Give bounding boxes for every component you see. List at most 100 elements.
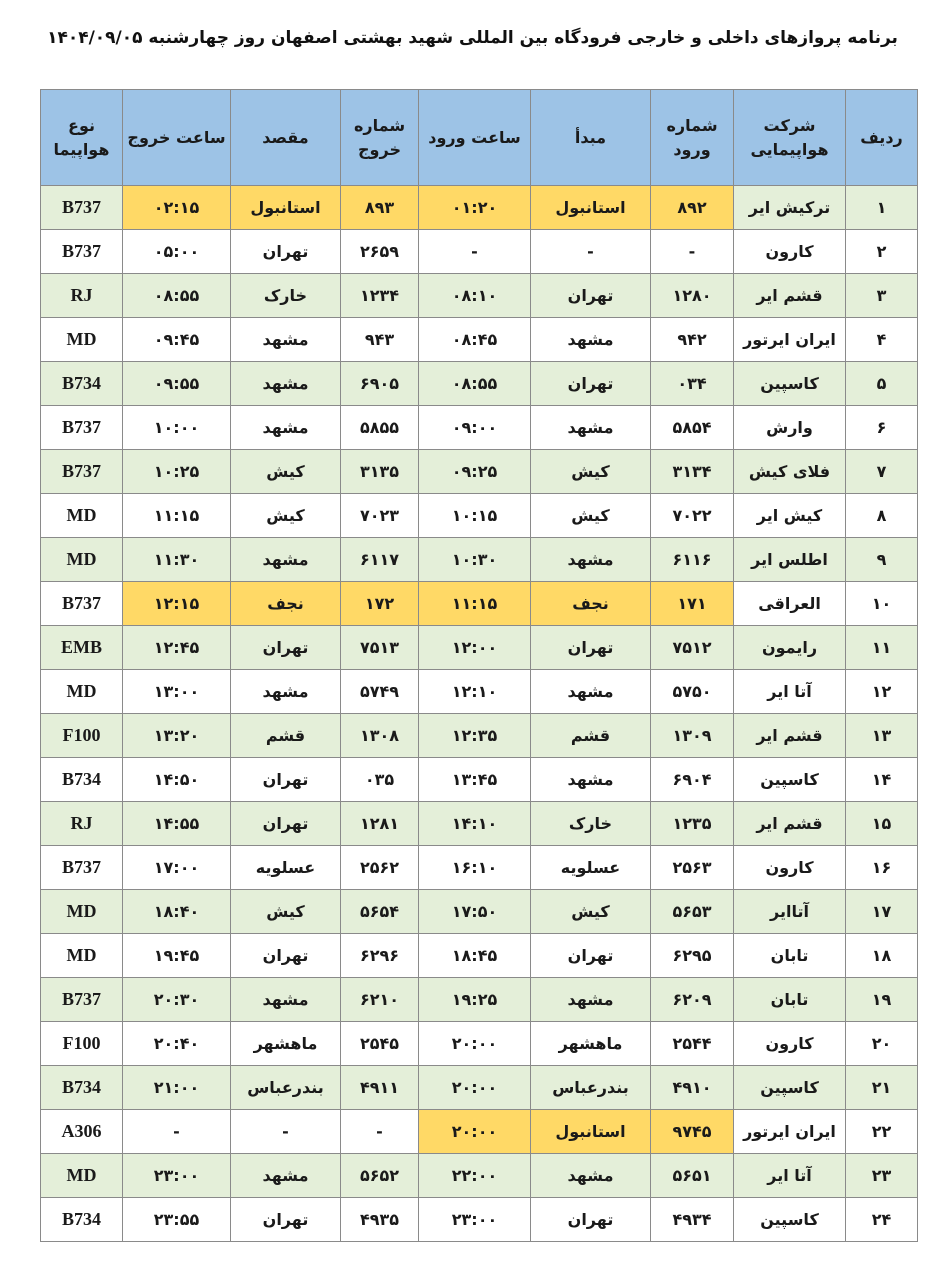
table-cell: ۲۲ [845, 1109, 918, 1154]
column-header: ردیف [845, 89, 918, 186]
table-cell: ۱۰:۳۰ [418, 537, 531, 582]
table-cell: مشهد [230, 361, 341, 406]
table-cell: ماهشهر [530, 1021, 651, 1066]
table-cell: - [122, 1109, 231, 1154]
table-cell: B734 [40, 757, 123, 802]
table-cell: کاسپین [733, 361, 846, 406]
table-cell: ۱۷:۵۰ [418, 889, 531, 934]
table-cell: ۰۸:۴۵ [418, 317, 531, 362]
table-cell: قشم [530, 713, 651, 758]
table-cell: ۱۲ [845, 669, 918, 714]
table-cell: کاسپین [733, 757, 846, 802]
table-cell: ۴۹۳۵ [340, 1197, 419, 1242]
flight-row: ۷ فلای کیش ۳۱۳۴ کیش ۰۹:۲۵ ۳۱۳۵ کیش ۱۰:۲۵ B737 [40, 449, 918, 494]
flight-row: ۲ کارون - - -۲۶۵۹ تهران ۰۵:۰۰ B737 [40, 229, 918, 274]
table-cell: ۱۲۳۴ [340, 273, 419, 318]
table-cell: تهران [230, 229, 341, 274]
table-cell: ۲۵۴۴ [650, 1021, 734, 1066]
table-cell: ایران ایرتور [733, 317, 846, 362]
table-cell: ۷۰۲۲ [650, 493, 734, 538]
table-cell: مشهد [230, 405, 341, 450]
table-cell: - [230, 1109, 341, 1154]
column-header: شماره خروج [340, 89, 419, 186]
table-cell: ۵۷۵۰ [650, 669, 734, 714]
table-cell: تهران [230, 1197, 341, 1242]
flight-row: ۲۲ ایران ایرتور ۹۷۴۵ استانبول ۲۰:۰۰- - - A306 [40, 1109, 918, 1154]
table-cell: تابان [733, 933, 846, 978]
table-cell: ۲ [845, 229, 918, 274]
table-cell: کیش [230, 449, 341, 494]
table-cell: فلای کیش [733, 449, 846, 494]
table-cell: ۲۰:۴۰ [122, 1021, 231, 1066]
table-cell: ۲۱ [845, 1065, 918, 1110]
table-cell: ۷۰۲۳ [340, 493, 419, 538]
table-cell: ۲۰ [845, 1021, 918, 1066]
table-cell: ۰۸:۵۵ [418, 361, 531, 406]
column-header: شماره ورود [650, 89, 734, 186]
table-cell: مشهد [230, 669, 341, 714]
table-cell: ۶۹۰۴ [650, 757, 734, 802]
table-cell: تهران [530, 361, 651, 406]
table-cell: مشهد [230, 977, 341, 1022]
table-cell: آتا ایر [733, 669, 846, 714]
table-cell: ۲۱:۰۰ [122, 1065, 231, 1110]
table-cell: مشهد [530, 1153, 651, 1198]
table-cell: ۲۲:۰۰ [418, 1153, 531, 1198]
flight-row: ۱۴ کاسپین ۶۹۰۴ مشهد ۱۳:۴۵ ۰۳۵ تهران ۱۴:۵۰ B734 [40, 757, 918, 802]
column-header: ساعت ورود [418, 89, 531, 186]
table-cell: ۲۵۴۵ [340, 1021, 419, 1066]
table-cell: ۱ [845, 185, 918, 230]
table-cell: ۱۲:۱۰ [418, 669, 531, 714]
flight-row: ۱۵ قشم ایر ۱۲۳۵ خارک ۱۴:۱۰ ۱۲۸۱ تهران ۱۴:۵۵ RJ [40, 801, 918, 846]
table-cell: ۱۳۰۸ [340, 713, 419, 758]
table-cell: ۱۱:۱۵ [418, 581, 531, 626]
table-cell: ۱۳:۲۰ [122, 713, 231, 758]
table-cell: تهران [230, 625, 341, 670]
table-cell: MD [40, 537, 123, 582]
flight-row: ۱۸ تابان ۶۲۹۵ تهران ۱۸:۴۵ ۶۲۹۶ تهران ۱۹:۴۵ MD [40, 933, 918, 978]
table-cell: A306 [40, 1109, 123, 1154]
table-cell: تهران [230, 801, 341, 846]
table-cell: ۱۰:۱۵ [418, 493, 531, 538]
table-cell: ۱۳:۴۵ [418, 757, 531, 802]
table-cell: ۱۲۸۱ [340, 801, 419, 846]
table-cell: ۱۰:۰۰ [122, 405, 231, 450]
table-cell: MD [40, 1153, 123, 1198]
table-cell: تهران [530, 933, 651, 978]
table-cell: ۱۲۳۵ [650, 801, 734, 846]
table-cell: نجف [230, 581, 341, 626]
table-cell: B737 [40, 977, 123, 1022]
table-cell: ۷۵۱۲ [650, 625, 734, 670]
table-cell: کیش ایر [733, 493, 846, 538]
table-cell: RJ [40, 801, 123, 846]
table-cell: ۲۴ [845, 1197, 918, 1242]
table-cell: مشهد [530, 977, 651, 1022]
flight-row: ۱۲ آتا ایر ۵۷۵۰ مشهد ۱۲:۱۰ ۵۷۴۹ مشهد ۱۳:۰۰ MD [40, 669, 918, 714]
table-cell: ۵ [845, 361, 918, 406]
table-cell: ۵۸۵۴ [650, 405, 734, 450]
table-cell: ۱۲:۴۵ [122, 625, 231, 670]
table-cell: F100 [40, 1021, 123, 1066]
table-cell: ۸ [845, 493, 918, 538]
table-cell: ۱۸:۴۵ [418, 933, 531, 978]
table-cell: بندرعباس [230, 1065, 341, 1110]
flight-row: ۲۴ کاسپین ۴۹۳۴ تهران ۲۳:۰۰ ۴۹۳۵ تهران ۲۳:۵۵ B734 [40, 1197, 918, 1242]
table-cell: کارون [733, 1021, 846, 1066]
table-cell: مشهد [230, 1153, 341, 1198]
table-cell: ۵۶۵۴ [340, 889, 419, 934]
table-cell: خارک [230, 273, 341, 318]
table-cell: ۲۰:۰۰ [418, 1021, 531, 1066]
table-cell: کاسپین [733, 1197, 846, 1242]
table-cell: ۱۳ [845, 713, 918, 758]
table-cell: مشهد [530, 405, 651, 450]
table-cell: کیش [530, 493, 651, 538]
table-cell: آتا ایر [733, 1153, 846, 1198]
table-cell: B737 [40, 229, 123, 274]
table-cell: ۵۶۵۲ [340, 1153, 419, 1198]
table-body: ۱ ترکیش ایر ۸۹۲ استانبول ۰۱:۲۰ ۸۹۳ استانبول ۰۲:… [40, 185, 918, 1242]
table-cell: - [650, 229, 734, 274]
flight-row: ۶ وارش ۵۸۵۴ مشهد ۰۹:۰۰ ۵۸۵۵ مشهد ۱۰:۰۰ B737 [40, 405, 918, 450]
table-cell: تابان [733, 977, 846, 1022]
table-cell: ۶۲۱۰ [340, 977, 419, 1022]
table-cell: ۹۴۲ [650, 317, 734, 362]
